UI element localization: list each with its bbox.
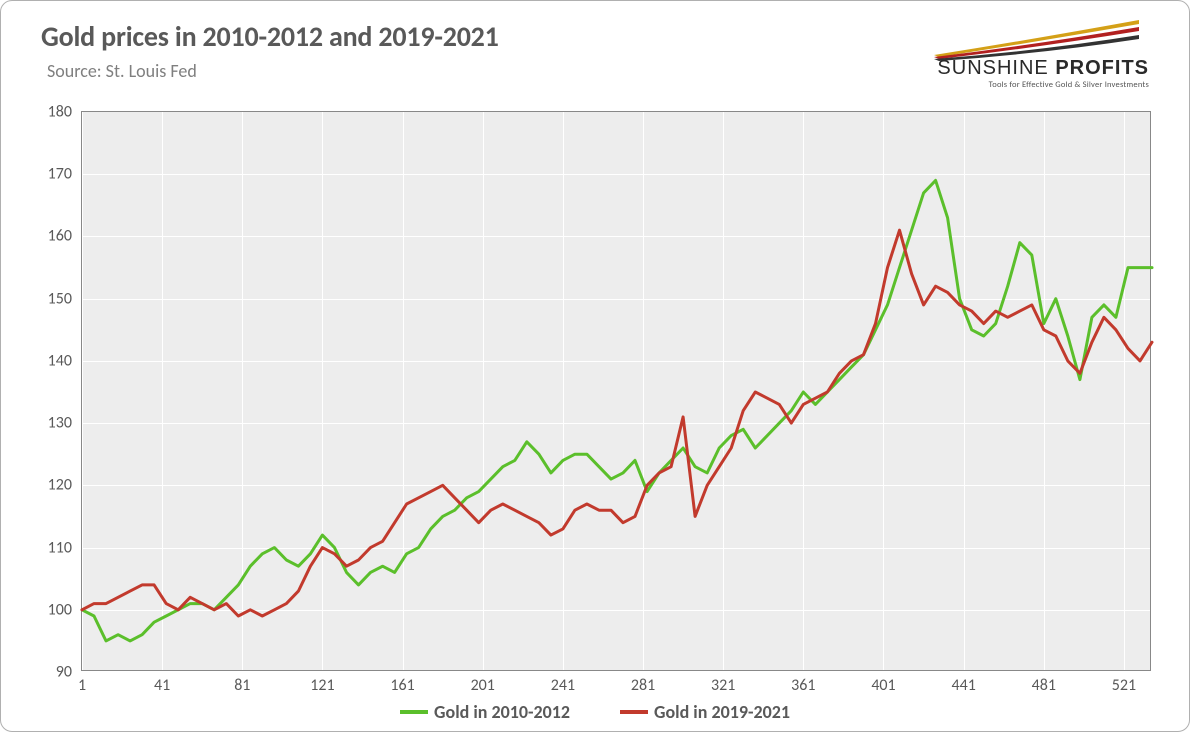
legend-swatch-icon — [620, 710, 648, 714]
series-line — [82, 230, 1152, 616]
y-tick-label: 140 — [48, 351, 72, 370]
chart-header: Gold prices in 2010-2012 and 2019-2021 S… — [41, 19, 1149, 90]
x-tick-label: 1 — [78, 676, 86, 695]
logo-name: SUNSHINE PROFITS — [937, 57, 1149, 80]
logo: SUNSHINE PROFITS Tools for Effective Gol… — [929, 15, 1149, 90]
y-tick-label: 120 — [48, 476, 72, 495]
y-tick-label: 170 — [48, 165, 72, 184]
series-line — [82, 180, 1152, 641]
legend: Gold in 2010-2012 Gold in 2019-2021 — [1, 701, 1189, 723]
x-tick-label: 241 — [551, 676, 575, 695]
y-tick-label: 150 — [48, 289, 72, 308]
legend-item: Gold in 2010-2012 — [400, 701, 570, 723]
chart-title: Gold prices in 2010-2012 and 2019-2021 — [41, 19, 499, 54]
series-layer — [82, 112, 1152, 672]
logo-swoosh-icon — [929, 15, 1149, 61]
x-tick-label: 161 — [390, 676, 414, 695]
legend-swatch-icon — [400, 710, 428, 714]
x-tick-label: 521 — [1112, 676, 1136, 695]
x-tick-label: 201 — [471, 676, 495, 695]
x-tick-label: 481 — [1032, 676, 1056, 695]
y-tick-label: 160 — [48, 227, 72, 246]
x-tick-label: 281 — [631, 676, 655, 695]
legend-label: Gold in 2010-2012 — [434, 701, 570, 723]
x-tick-label: 441 — [951, 676, 975, 695]
x-tick-label: 121 — [310, 676, 334, 695]
y-tick-label: 90 — [56, 663, 72, 682]
x-tick-label: 81 — [234, 676, 250, 695]
y-tick-label: 130 — [48, 414, 72, 433]
chart-subtitle: Source: St. Louis Fed — [47, 60, 499, 82]
plot-area: 9010011012013014015016017018014181121161… — [81, 111, 1151, 671]
x-tick-label: 401 — [871, 676, 895, 695]
x-tick-label: 41 — [154, 676, 170, 695]
x-tick-label: 361 — [791, 676, 815, 695]
legend-label: Gold in 2019-2021 — [654, 701, 790, 723]
logo-tagline: Tools for Effective Gold & Silver Invest… — [989, 80, 1149, 90]
legend-item: Gold in 2019-2021 — [620, 701, 790, 723]
y-tick-label: 110 — [48, 538, 72, 557]
title-block: Gold prices in 2010-2012 and 2019-2021 S… — [41, 19, 499, 82]
x-tick-label: 321 — [711, 676, 735, 695]
chart-container: Gold prices in 2010-2012 and 2019-2021 S… — [0, 0, 1190, 732]
y-tick-label: 180 — [48, 103, 72, 122]
y-tick-label: 100 — [48, 600, 72, 619]
